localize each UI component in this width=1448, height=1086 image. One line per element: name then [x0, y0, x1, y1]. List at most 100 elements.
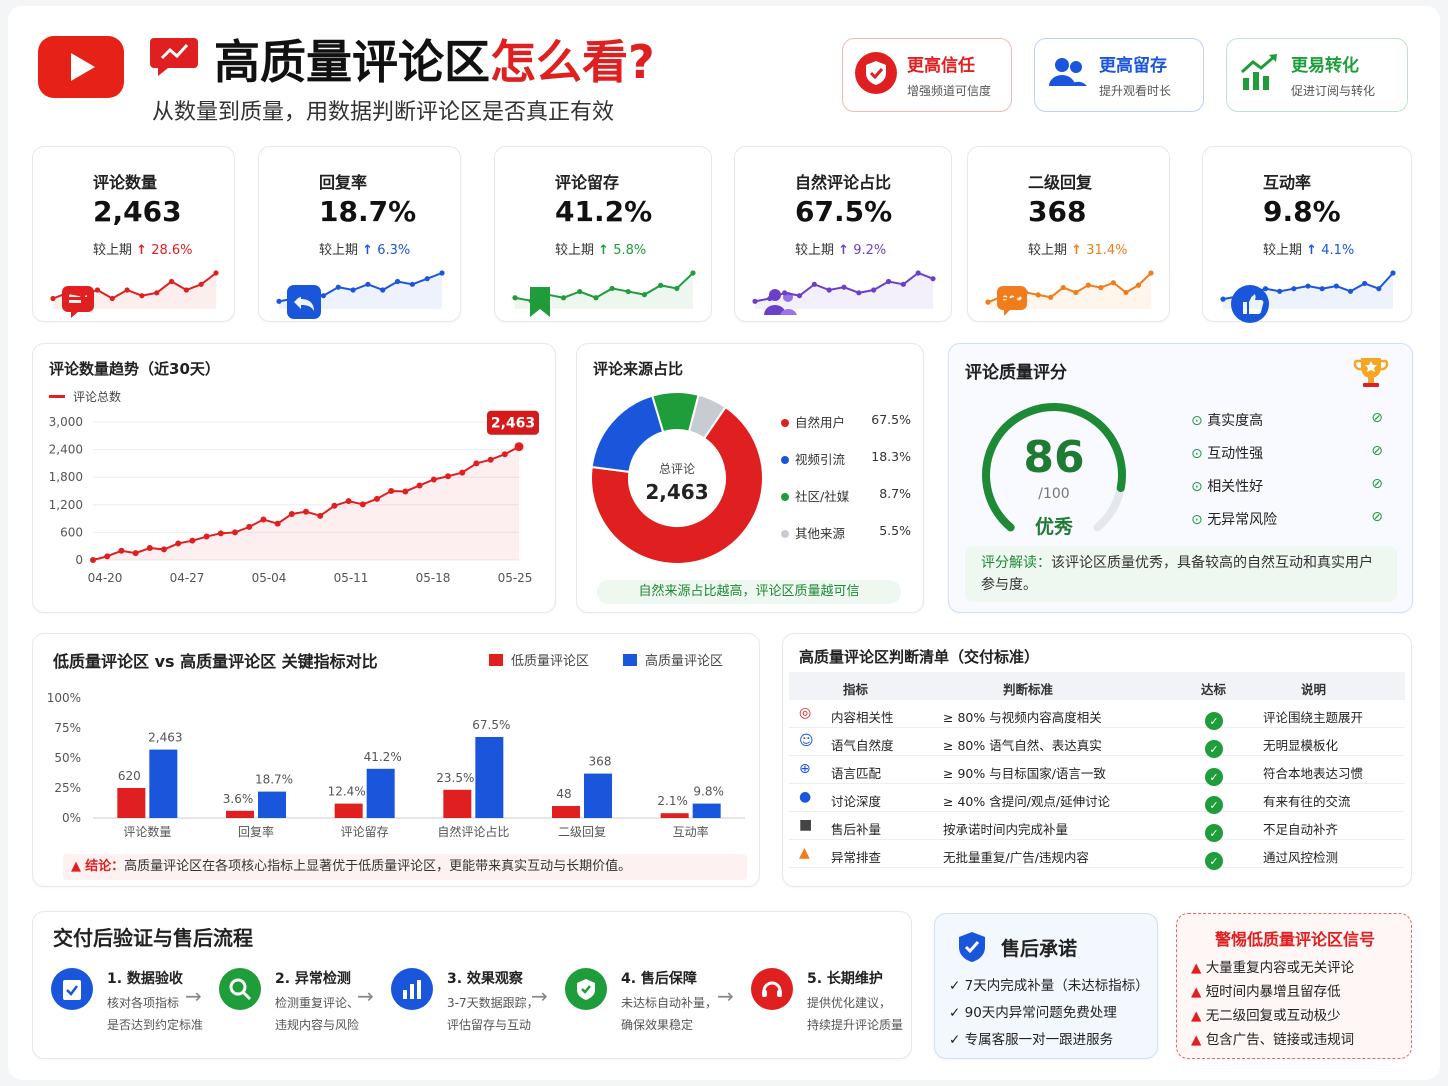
donut-center-value: 2,463: [645, 480, 709, 504]
spark-point: [168, 278, 175, 285]
bar-high-label: 2,463: [148, 731, 182, 745]
spark-point: [276, 298, 282, 304]
spark-point: [1010, 297, 1016, 303]
target-icon: ◎: [799, 705, 812, 721]
trend-point: [246, 523, 253, 530]
y-tick: 50%: [54, 751, 81, 765]
spark-point: [811, 281, 817, 287]
trend-point: [260, 516, 267, 523]
y-tick: 0%: [62, 811, 81, 825]
bar-category: 二级回复: [558, 825, 606, 839]
bar-high-label: 9.8%: [693, 785, 724, 799]
donut-slice: [590, 405, 764, 565]
trend-point: [317, 512, 324, 519]
bar-high: [475, 737, 504, 818]
compare-title: 低质量评论区 vs 高质量评论区 关键指标对比: [53, 652, 378, 671]
check-circle-icon: ⊘: [1371, 410, 1383, 426]
spark-point: [80, 293, 86, 299]
trend-last-label: 2,463: [491, 416, 535, 432]
bar-low-label: 23.5%: [436, 771, 474, 785]
trend-point: [388, 488, 395, 494]
page-title: 高质量评论区怎么看?: [214, 35, 655, 89]
kpi-sparkline: [512, 270, 696, 309]
bar-low-label: 12.4%: [328, 785, 366, 799]
promise-card: 售后承诺 ✓ 7天内完成补量（未达标指标） ✓ 90天内异常问题免费处理 ✓ 专属客…: [934, 913, 1158, 1059]
trend-point: [217, 530, 224, 537]
trend-point: [90, 557, 96, 563]
spark-point: [856, 290, 862, 296]
spark-point: [154, 290, 160, 296]
users-icon: [1047, 52, 1089, 98]
spark-point: [1035, 292, 1041, 298]
warning-icon: ▲: [799, 845, 810, 861]
arrow-right-icon: →: [357, 984, 374, 1008]
trend-point: [430, 476, 437, 483]
process-card: 交付后验证与售后流程 1. 数据验收 核对各项指标 是否达到约定标准 → 2. 异常…: [32, 911, 912, 1059]
reply-icon: [273, 167, 321, 319]
bar-high: [584, 773, 612, 818]
warning-icon: ▲: [71, 859, 81, 874]
arrow-up-icon: ↑: [598, 243, 610, 258]
checklist-row: ● 讨论深度 ≥ 40% 含提问/观点/延伸讨论 ✓ 有来有往的交流: [789, 784, 1405, 814]
spark-point: [409, 281, 415, 287]
spark-point: [796, 293, 803, 299]
trend-point: [459, 469, 466, 476]
trend-card: 评论数量趋势（近30天） 评论总数 3,000 2,400 1,800 1,200 60…: [32, 343, 556, 613]
bar-high-label: 18.7%: [255, 773, 293, 787]
spark-point: [997, 294, 1004, 300]
score-check-item: ⊙ 无异常风险 ⊘: [1191, 509, 1383, 528]
bar-low: [117, 788, 146, 818]
spark-point: [439, 270, 445, 276]
source-title: 评论来源占比: [593, 360, 684, 378]
spark-point: [109, 295, 115, 302]
x-tick: 05-25: [498, 571, 533, 585]
x-tick: 05-18: [416, 571, 451, 585]
warning-item: ▲ 无二级回复或互动极少: [1191, 1008, 1341, 1024]
check-circle-icon: ⊘: [1371, 443, 1383, 459]
spark-point: [690, 270, 696, 276]
kpi-card-0: 评论数量 2,463 较上期 ↑ 28.6%: [32, 146, 235, 322]
clipboard-check-icon: [51, 968, 93, 1010]
compare-bar-chart: 100% 75% 50% 25% 0% 620 2,463 评论数量 3.6%18.7% 回复率 1…: [47, 691, 745, 839]
arrow-up-icon: ↑: [136, 243, 148, 258]
spark-point: [1362, 280, 1368, 287]
checklist-card: 高质量评论区判断清单（交付标准） 指标 判断标准 达标 说明 ◎ 内容相关性 ≥…: [782, 633, 1412, 887]
spark-point: [1347, 288, 1354, 294]
promise-title: 售后承诺: [1001, 938, 1078, 960]
spark-point: [577, 288, 583, 295]
spark-point: [641, 292, 648, 298]
x-tick: 04-20: [88, 571, 123, 585]
spark-point: [625, 288, 631, 295]
spark-point: [1123, 289, 1129, 296]
trend-point: [274, 520, 281, 527]
score-max: /100: [1038, 486, 1070, 502]
headset-icon: [751, 968, 793, 1010]
y-tick: 3,000: [49, 415, 83, 429]
x-tick: 04-27: [170, 571, 205, 585]
trend-point: [288, 511, 295, 517]
checklist-row: ■ 售后补量 按承诺时间内完成补量 ✓ 不足自动补齐: [789, 812, 1405, 842]
bar-low-label: 3.6%: [223, 792, 254, 806]
source-donut-chart: [590, 391, 764, 565]
spark-point: [1110, 280, 1116, 286]
arrow-up-icon: ↑: [838, 243, 850, 258]
warning-icon: ▲: [1191, 1032, 1202, 1048]
process-title: 交付后验证与售后流程: [53, 926, 253, 950]
spark-point: [544, 292, 550, 298]
bar-low: [226, 810, 254, 818]
trend-point: [232, 529, 238, 536]
donut-center-label: 总评论: [658, 462, 695, 476]
promise-item: ✓ 90天内异常问题免费处理: [949, 1005, 1117, 1021]
spark-point: [1319, 286, 1325, 292]
spark-point: [306, 290, 312, 296]
spark-point: [198, 281, 204, 287]
bar-category: 回复率: [238, 824, 274, 839]
spark-point: [1148, 270, 1154, 276]
y-tick: 1,200: [49, 498, 83, 512]
score-gauge: [982, 403, 1126, 532]
trend-point: [146, 545, 153, 552]
spark-point: [1060, 284, 1066, 291]
kpi-card-4: 二级回复 368 较上期 ↑ 31.4%: [967, 146, 1170, 322]
trend-title: 评论数量趋势（近30天）: [49, 360, 220, 378]
spark-point: [900, 281, 906, 287]
